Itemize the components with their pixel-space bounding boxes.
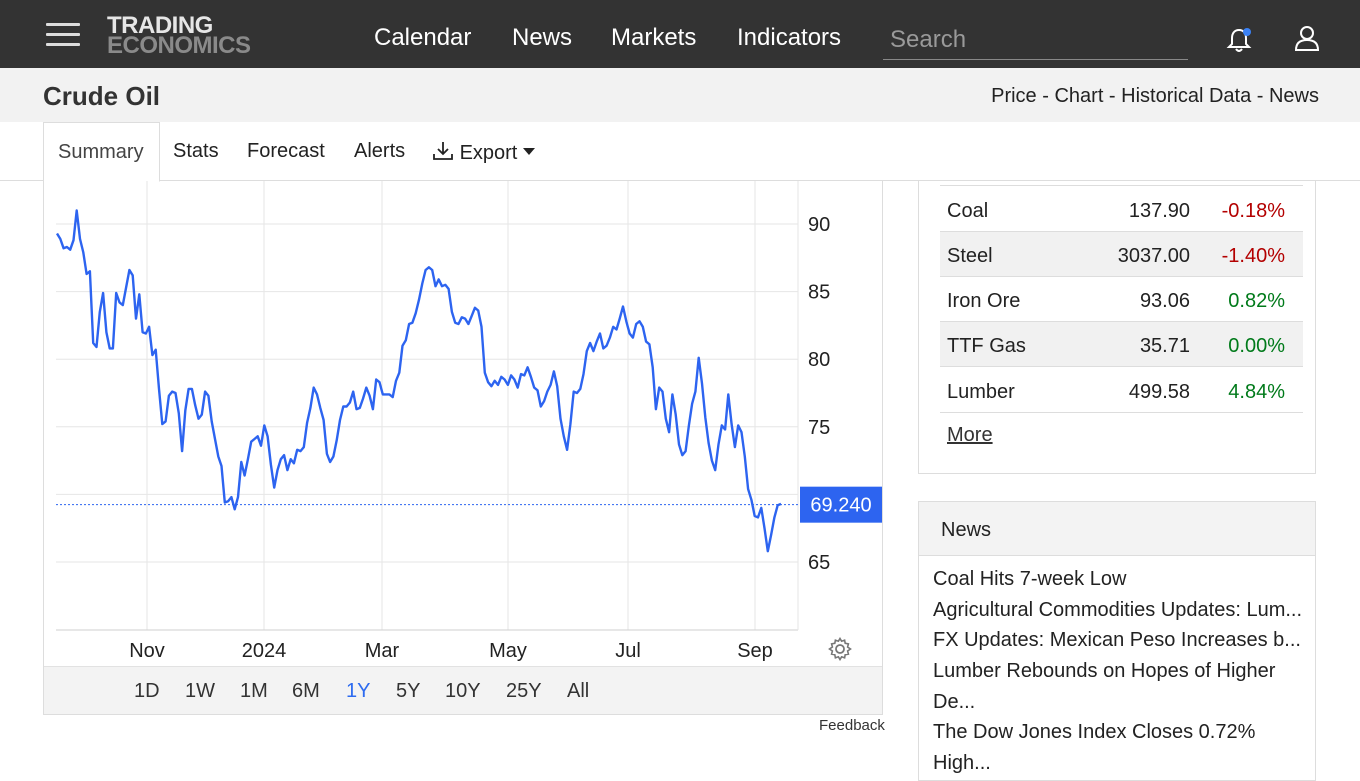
logo-line-1: TRADING xyxy=(107,12,213,39)
nav-markets[interactable]: Markets xyxy=(611,24,697,51)
separator: - xyxy=(1103,85,1122,107)
tab-alerts[interactable]: Alerts xyxy=(354,140,406,162)
feedback-link[interactable]: Feedback xyxy=(819,717,885,734)
nav-news[interactable]: News xyxy=(512,24,573,51)
price-chart[interactable]: 657075808590Nov2024MarMayJulSep69.240 xyxy=(44,181,882,666)
tab-summary-label: Summary xyxy=(58,141,144,163)
link-price[interactable]: Price xyxy=(991,85,1037,107)
price-line xyxy=(55,209,782,553)
link-chart[interactable]: Chart xyxy=(1054,85,1104,107)
commodity-change: -0.18% xyxy=(1221,200,1285,222)
commodity-price: 499.58 xyxy=(1128,381,1190,403)
commodity-price: 137.90 xyxy=(1128,200,1190,222)
x-tick-label: May xyxy=(489,640,527,662)
commodity-name: Iron Ore xyxy=(947,290,1021,312)
news-item[interactable]: The Dow Jones Index Closes 0.72% High... xyxy=(933,721,1256,774)
news-item[interactable]: FX Updates: Mexican Peso Increases b... xyxy=(933,629,1301,651)
hamburger-menu-icon[interactable] xyxy=(46,22,80,48)
separator: - xyxy=(1036,85,1055,107)
news-item[interactable]: Lumber Rebounds on Hopes of Higher De... xyxy=(933,660,1276,713)
commodities-table: Coal 137.90 -0.18% Steel 3037.00 -1.40% … xyxy=(918,181,1316,474)
range-25y[interactable]: 25Y xyxy=(506,680,542,702)
commodity-price: 35.71 xyxy=(1139,335,1190,357)
user-account-icon[interactable] xyxy=(1293,24,1321,52)
commodity-price: 93.06 xyxy=(1139,290,1190,312)
top-navigation-bar: TRADING ECONOMICS Calendar News Markets … xyxy=(0,0,1360,68)
commodity-name: TTF Gas xyxy=(947,335,1026,357)
last-value-label: 69.240 xyxy=(810,495,871,517)
x-tick-label: Jul xyxy=(615,640,641,662)
more-link[interactable]: More xyxy=(947,424,993,446)
time-range-selector: 1D 1W 1M 6M 1Y 5Y 10Y 25Y All xyxy=(44,666,882,714)
news-item[interactable]: Coal Hits 7-week Low xyxy=(933,568,1127,590)
commodity-change: 0.82% xyxy=(1228,290,1285,312)
commodity-change: 4.84% xyxy=(1228,381,1285,403)
commodity-change: 0.00% xyxy=(1228,335,1285,357)
commodity-name: Steel xyxy=(947,245,993,267)
y-tick-label: 80 xyxy=(808,349,830,371)
x-tick-label: Nov xyxy=(129,640,165,662)
commodity-name: Lumber xyxy=(947,381,1015,403)
table-row[interactable]: Coal 137.90 -0.18% xyxy=(940,187,1303,232)
link-news[interactable]: News xyxy=(1268,85,1319,107)
chart-settings-gear-icon[interactable] xyxy=(828,637,852,661)
x-tick-label: Mar xyxy=(365,640,400,662)
news-panel: News Coal Hits 7-week Low Agricultural C… xyxy=(918,501,1316,781)
table-row[interactable]: Iron Ore 93.06 0.82% xyxy=(940,277,1303,322)
export-label: Export xyxy=(459,142,518,164)
separator: - xyxy=(1251,85,1269,107)
last-value-badge xyxy=(800,486,882,523)
range-1d[interactable]: 1D xyxy=(134,680,160,702)
range-1y[interactable]: 1Y xyxy=(346,680,371,702)
link-historical-data[interactable]: Historical Data xyxy=(1121,85,1252,107)
page-title-bar: Crude Oil Price - Chart - Historical Dat… xyxy=(0,68,1360,122)
news-header: News xyxy=(919,502,1315,556)
table-row[interactable]: TTF Gas 35.71 0.00% xyxy=(940,322,1303,367)
price-chart-panel: 657075808590Nov2024MarMayJulSep69.240 1D… xyxy=(43,181,883,715)
export-dropdown[interactable]: Export xyxy=(432,140,535,165)
range-6m[interactable]: 6M xyxy=(292,680,320,702)
range-1w[interactable]: 1W xyxy=(185,680,215,702)
commodity-change: -1.40% xyxy=(1221,245,1285,267)
site-logo[interactable]: TRADING ECONOMICS xyxy=(107,12,251,59)
y-tick-label: 65 xyxy=(808,552,830,574)
nav-calendar[interactable]: Calendar xyxy=(374,24,472,51)
x-tick-label: Sep xyxy=(737,640,773,662)
table-top-divider xyxy=(940,181,1303,186)
page-title: Crude Oil xyxy=(43,81,161,111)
search-input[interactable] xyxy=(883,20,1188,60)
commodity-name: Coal xyxy=(947,200,989,222)
caret-down-icon xyxy=(522,148,535,155)
range-10y[interactable]: 10Y xyxy=(445,680,481,702)
table-row[interactable]: Steel 3037.00 -1.40% xyxy=(940,232,1303,277)
y-tick-label: 85 xyxy=(808,282,830,304)
download-icon xyxy=(433,142,453,160)
tab-forecast[interactable]: Forecast xyxy=(247,140,325,162)
news-title: News xyxy=(941,519,992,541)
section-links: Price - Chart - Historical Data - News xyxy=(991,85,1319,108)
y-tick-label: 75 xyxy=(808,417,830,439)
y-tick-label: 90 xyxy=(808,214,830,236)
range-1m[interactable]: 1M xyxy=(240,680,268,702)
tab-stats[interactable]: Stats xyxy=(173,140,219,162)
table-row[interactable]: Lumber 499.58 4.84% xyxy=(940,368,1303,413)
logo-line-2: ECONOMICS xyxy=(107,32,251,59)
range-all[interactable]: All xyxy=(567,680,590,702)
range-5y[interactable]: 5Y xyxy=(396,680,421,702)
commodity-price: 3037.00 xyxy=(1117,245,1190,267)
news-item[interactable]: Agricultural Commodities Updates: Lum... xyxy=(933,599,1303,621)
tab-bar: Summary Stats Forecast Alerts Export xyxy=(0,122,1360,182)
x-tick-label: 2024 xyxy=(242,640,287,662)
notification-bell-icon[interactable] xyxy=(1225,26,1253,54)
nav-indicators[interactable]: Indicators xyxy=(737,24,842,51)
tab-summary[interactable]: Summary xyxy=(43,122,160,182)
